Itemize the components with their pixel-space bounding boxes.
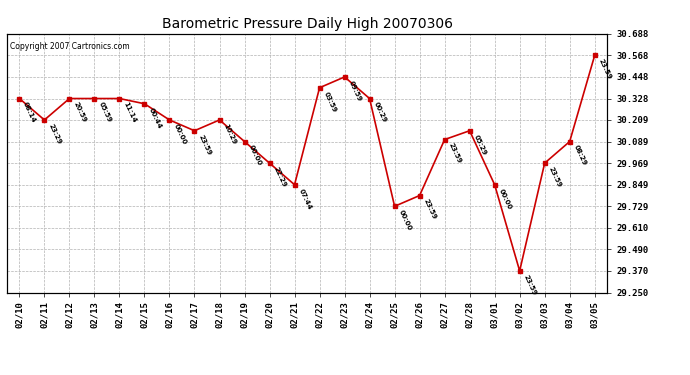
Text: 00:44: 00:44 [147, 106, 162, 129]
Text: 05:29: 05:29 [473, 134, 487, 156]
Text: 23:59: 23:59 [522, 274, 538, 296]
Text: 08:29: 08:29 [573, 144, 587, 167]
Text: 00:00: 00:00 [397, 209, 412, 232]
Text: 05:59: 05:59 [97, 101, 112, 124]
Text: 00:00: 00:00 [172, 123, 187, 146]
Text: 11:14: 11:14 [122, 101, 137, 124]
Text: 00:00: 00:00 [247, 144, 262, 167]
Text: 23:59: 23:59 [447, 142, 462, 165]
Text: 23:59: 23:59 [547, 166, 562, 188]
Text: 23:59: 23:59 [197, 134, 212, 156]
Text: 09:59: 09:59 [347, 80, 362, 102]
Text: Copyright 2007 Cartronics.com: Copyright 2007 Cartronics.com [10, 42, 130, 51]
Text: 20:59: 20:59 [72, 101, 87, 124]
Text: 23:59: 23:59 [422, 198, 437, 221]
Text: 00:29: 00:29 [373, 101, 387, 124]
Text: 07:44: 07:44 [297, 188, 313, 210]
Text: 08:14: 08:14 [22, 101, 37, 124]
Title: Barometric Pressure Daily High 20070306: Barometric Pressure Daily High 20070306 [161, 17, 453, 31]
Text: 22:29: 22:29 [273, 166, 287, 188]
Text: 23:59: 23:59 [598, 58, 612, 81]
Text: 23:29: 23:29 [47, 123, 62, 145]
Text: 03:59: 03:59 [322, 90, 337, 113]
Text: 10:29: 10:29 [222, 123, 237, 145]
Text: 00:00: 00:00 [497, 188, 512, 210]
